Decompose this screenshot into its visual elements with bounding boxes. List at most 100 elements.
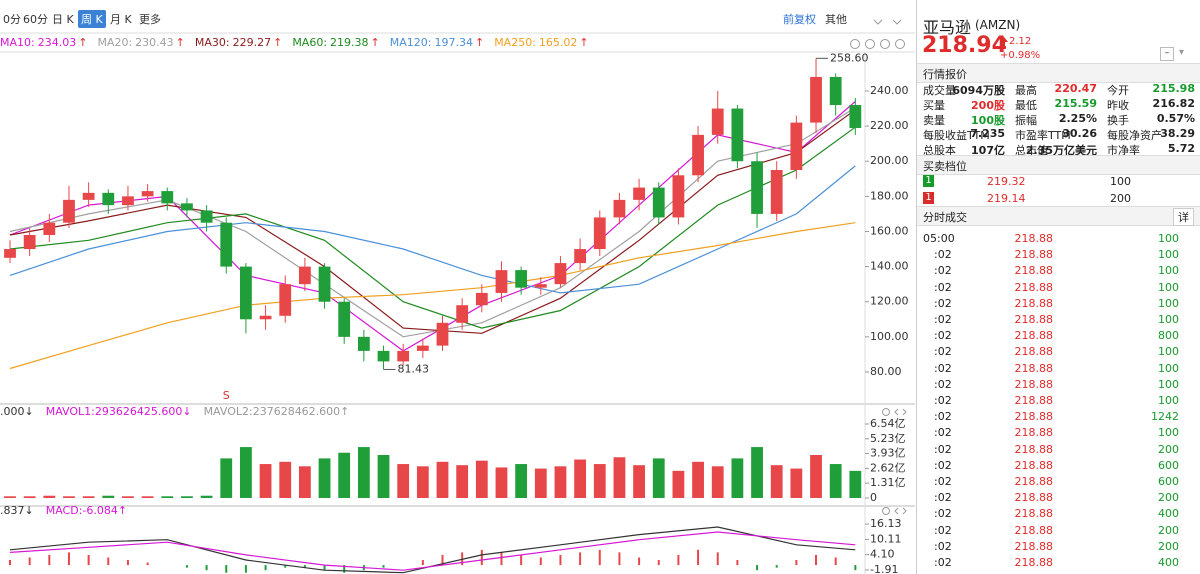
icon: [882, 408, 890, 416]
ma-line: [9, 109, 856, 334]
volume-bar: [515, 464, 528, 498]
trade-price: 218.88: [1014, 491, 1054, 505]
order-price: 219.14: [987, 192, 1026, 205]
volume-bar: [63, 496, 75, 498]
y-tick-label: 200.00: [870, 154, 909, 167]
y-tick-label: 4.10: [870, 548, 895, 561]
other-menu[interactable]: 其他: [825, 13, 847, 26]
chart-area: 80.00 100.00 120.00 140.00 160.00 180.00 200.0…: [0, 19, 915, 574]
trade-size: 100: [1158, 264, 1179, 278]
volume-bar: [82, 496, 95, 498]
icon: [873, 19, 902, 25]
candle-body: [810, 76, 822, 123]
detail-button[interactable]: 详: [1173, 208, 1194, 226]
candle-body: [259, 315, 272, 320]
candle-body: [731, 108, 744, 162]
quote-value: 30.26: [1062, 127, 1097, 140]
trade-size: 600: [1158, 458, 1179, 472]
quote-label: 换手: [1107, 114, 1129, 127]
quote-label: 买量: [923, 99, 945, 112]
legend-value: 197.34: [434, 36, 473, 49]
candle-body: [751, 161, 763, 214]
candle-body: [63, 199, 75, 223]
collapse-button[interactable]: –: [1160, 47, 1174, 61]
trade-time: :02: [934, 523, 952, 537]
y-tick-label: 3.93亿: [870, 447, 906, 460]
candle-body: [515, 270, 528, 288]
candle-body: [790, 122, 803, 171]
volume-bar: [613, 457, 626, 498]
trade-price: 218.88: [1014, 296, 1054, 310]
trade-price: 218.88: [1014, 329, 1054, 343]
candle-body: [672, 175, 685, 218]
legend-value: 234.03: [38, 36, 77, 49]
candle-body: [82, 192, 95, 200]
trade-time: :02: [934, 539, 952, 553]
volume-bar: [298, 466, 311, 498]
volume-bar: [23, 496, 36, 498]
candle-body: [829, 76, 842, 106]
legend-trend: ↑: [273, 36, 282, 49]
trade-price: 218.88: [1014, 345, 1054, 359]
y-tick-label: 16.13: [870, 517, 902, 530]
candle-body: [338, 301, 351, 337]
candle-body: [220, 222, 233, 267]
trade-time: :02: [934, 458, 952, 472]
quote-value: 38.29: [1160, 127, 1195, 140]
ma-line: [9, 107, 856, 338]
volume-bar: [161, 496, 174, 498]
section-title: 分时成交: [923, 211, 967, 224]
more-button[interactable]: ▾: [1179, 47, 1185, 58]
period-tab[interactable]: 0分: [3, 13, 21, 26]
candle-body: [692, 134, 704, 176]
section-title: 行情报价: [923, 68, 967, 81]
volume-bar: [102, 495, 115, 498]
volume-bar: [495, 467, 508, 498]
dif-line: [9, 526, 856, 574]
legend-value: 230.43: [135, 36, 174, 49]
candle-body: [574, 249, 587, 264]
candle-body: [357, 336, 370, 351]
icon: [880, 39, 890, 49]
trade-time: :02: [934, 491, 952, 505]
legend-name: MA30:: [195, 36, 230, 49]
trade-time: :02: [934, 426, 952, 440]
period-tab[interactable]: 60分: [23, 13, 48, 26]
volume-bar: [849, 470, 862, 498]
trade-price: 218.88: [1014, 475, 1054, 488]
trade-price: 218.88: [1014, 248, 1054, 262]
legend: MA10: 234.03 ↑ MA20: 230.43 ↑ MA30: 229.27 ↑ MA60…: [0, 36, 589, 49]
period-tab[interactable]: 日 K: [52, 13, 74, 26]
volume-bar: [220, 458, 233, 498]
trade-time: :02: [934, 329, 952, 343]
volume-bar: [416, 466, 429, 498]
candle-body: [161, 191, 174, 204]
period-tab[interactable]: 月 K: [110, 13, 132, 26]
trade-price: 218.88: [1014, 507, 1054, 521]
y-tick-label: 240.00: [870, 84, 909, 97]
trade-price: 218.88: [1014, 539, 1054, 553]
volume-bar: [397, 464, 410, 498]
legend-trend: ↑: [579, 36, 588, 49]
volume-bar: [318, 458, 331, 498]
split-marker: S: [223, 389, 230, 402]
volume-bar: [574, 459, 587, 498]
candle-body: [456, 305, 469, 323]
volume-bar: [711, 466, 724, 498]
quote-label: 最低: [1015, 99, 1037, 112]
candle-body: [475, 292, 488, 306]
adjust-menu[interactable]: 前复权: [783, 13, 816, 26]
trade-time: :02: [934, 361, 952, 375]
y-tick-label: 1.31亿: [870, 476, 906, 489]
candle-body: [397, 350, 410, 362]
trade-price: 218.88: [1014, 313, 1054, 326]
volume-bar: [554, 466, 567, 498]
quote-value: 2.35万亿美元: [1025, 144, 1097, 157]
period-tab[interactable]: 周 K: [78, 10, 106, 28]
quote-label: 振幅: [1015, 114, 1037, 127]
trade-time: :02: [934, 556, 952, 569]
y-tick-label: -1.91: [870, 563, 898, 574]
trade-time: :02: [934, 248, 952, 262]
quote-value: 215.98: [1152, 82, 1195, 95]
period-tab[interactable]: 更多: [139, 13, 161, 26]
